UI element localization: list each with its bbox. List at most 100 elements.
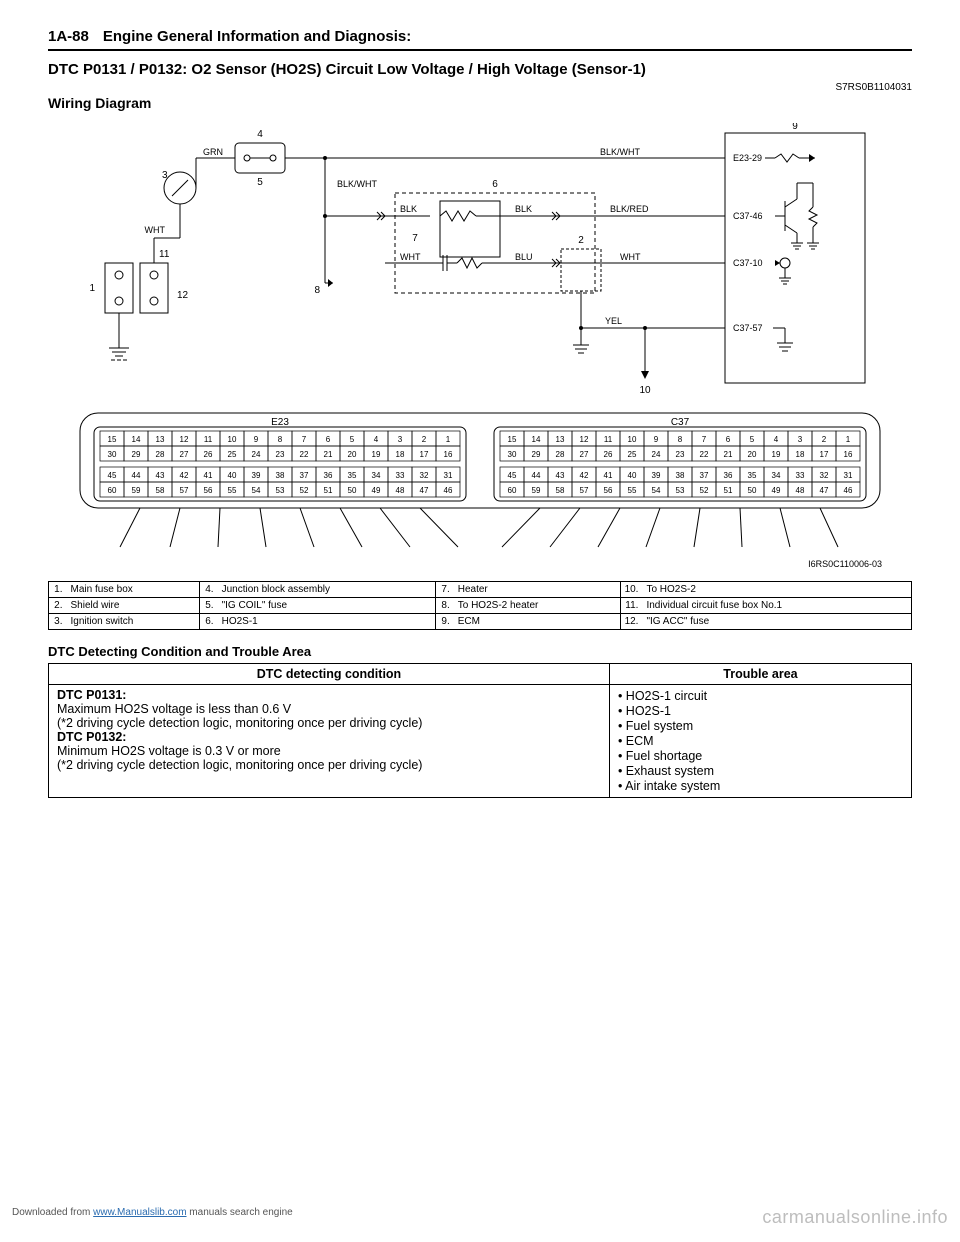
svg-text:43: 43 (156, 471, 165, 480)
legend-num: 2. (49, 598, 67, 614)
svg-text:15: 15 (108, 435, 117, 444)
dtc-header-condition: DTC detecting condition (49, 664, 610, 685)
svg-text:17: 17 (420, 450, 429, 459)
svg-text:27: 27 (580, 450, 589, 459)
svg-text:18: 18 (796, 450, 805, 459)
svg-text:24: 24 (652, 450, 661, 459)
svg-text:38: 38 (676, 471, 685, 480)
svg-text:10: 10 (228, 435, 237, 444)
trouble-area-item: Fuel shortage (618, 749, 903, 763)
svg-text:6: 6 (726, 435, 731, 444)
svg-text:55: 55 (228, 486, 237, 495)
svg-text:2: 2 (422, 435, 427, 444)
svg-text:55: 55 (628, 486, 637, 495)
svg-text:50: 50 (748, 486, 757, 495)
callout-6: 6 (492, 179, 498, 190)
wire-blk-2: BLK (515, 204, 532, 214)
svg-text:33: 33 (796, 471, 805, 480)
footer-link[interactable]: www.Manualslib.com (93, 1207, 186, 1218)
svg-text:19: 19 (772, 450, 781, 459)
svg-text:38: 38 (276, 471, 285, 480)
svg-text:3: 3 (398, 435, 403, 444)
wiring-diagram-heading: Wiring Diagram (48, 95, 912, 111)
footer-left-post: manuals search engine (187, 1207, 293, 1218)
svg-text:54: 54 (652, 486, 661, 495)
svg-text:46: 46 (844, 486, 853, 495)
legend-label: Shield wire (67, 598, 200, 614)
legend-label: HO2S-1 (218, 614, 436, 630)
legend-num: 4. (200, 582, 218, 598)
svg-text:39: 39 (252, 471, 261, 480)
legend-label: Heater (454, 582, 620, 598)
svg-text:15: 15 (508, 435, 517, 444)
svg-text:21: 21 (724, 450, 733, 459)
legend-num: 9. (436, 614, 454, 630)
svg-text:35: 35 (748, 471, 757, 480)
wiring-diagram-svg: 9 1 12 11 3 (85, 123, 875, 403)
svg-text:53: 53 (276, 486, 285, 495)
svg-text:58: 58 (156, 486, 165, 495)
dtc-section-heading: DTC Detecting Condition and Trouble Area (48, 644, 912, 659)
legend-label: To HO2S-2 (642, 582, 911, 598)
legend-label: Junction block assembly (218, 582, 436, 598)
svg-text:60: 60 (508, 486, 517, 495)
svg-text:1: 1 (446, 435, 451, 444)
svg-text:25: 25 (628, 450, 637, 459)
dtc-p0132-label: DTC P0132: (57, 730, 126, 744)
legend-num: 7. (436, 582, 454, 598)
svg-text:1: 1 (846, 435, 851, 444)
trouble-area-list: HO2S-1 circuitHO2S-1Fuel systemECMFuel s… (618, 689, 903, 793)
svg-text:52: 52 (300, 486, 309, 495)
svg-text:54: 54 (252, 486, 261, 495)
connector-pinout: E23 151413121110987654321302928272625242… (70, 407, 890, 577)
dtc-p0131-desc: Maximum HO2S voltage is less than 0.6 V (57, 702, 601, 716)
svg-text:16: 16 (444, 450, 453, 459)
svg-text:24: 24 (252, 450, 261, 459)
svg-text:41: 41 (604, 471, 613, 480)
svg-text:14: 14 (532, 435, 541, 444)
svg-text:37: 37 (700, 471, 709, 480)
legend-label: To HO2S-2 heater (454, 598, 620, 614)
legend-num: 12. (620, 614, 642, 630)
wire-blkred: BLK/RED (610, 204, 649, 214)
trouble-area-cell: HO2S-1 circuitHO2S-1Fuel systemECMFuel s… (609, 685, 911, 798)
svg-text:16: 16 (844, 450, 853, 459)
dtc-p0132-desc: Minimum HO2S voltage is 0.3 V or more (57, 744, 601, 758)
svg-text:12: 12 (180, 435, 189, 444)
svg-text:51: 51 (724, 486, 733, 495)
legend-label: Ignition switch (67, 614, 200, 630)
legend-label: ECM (454, 614, 620, 630)
svg-text:13: 13 (556, 435, 565, 444)
legend-num: 10. (620, 582, 642, 598)
wire-grn: GRN (203, 147, 223, 157)
svg-text:21: 21 (324, 450, 333, 459)
svg-text:7: 7 (702, 435, 707, 444)
svg-text:52: 52 (700, 486, 709, 495)
svg-text:40: 40 (628, 471, 637, 480)
svg-text:59: 59 (132, 486, 141, 495)
pin-c37-10: C37-10 (733, 258, 763, 268)
section-title: Engine General Information and Diagnosis… (103, 28, 411, 45)
callout-2: 2 (578, 235, 584, 246)
callout-8: 8 (314, 285, 320, 296)
svg-text:8: 8 (278, 435, 283, 444)
callout-10: 10 (639, 385, 651, 396)
svg-text:30: 30 (108, 450, 117, 459)
legend-num: 11. (620, 598, 642, 614)
svg-text:19: 19 (372, 450, 381, 459)
dtc-p0131-note: (*2 driving cycle detection logic, monit… (57, 716, 601, 730)
svg-text:26: 26 (604, 450, 613, 459)
callout-3: 3 (162, 170, 168, 181)
legend-num: 6. (200, 614, 218, 630)
svg-text:11: 11 (604, 435, 613, 444)
svg-text:17: 17 (820, 450, 829, 459)
callout-9: 9 (792, 123, 798, 132)
svg-text:27: 27 (180, 450, 189, 459)
svg-text:32: 32 (820, 471, 829, 480)
page-number: 1A-88 (48, 28, 89, 45)
diagram-image-code: I6RS0C110006-03 (808, 559, 882, 569)
svg-text:4: 4 (374, 435, 379, 444)
svg-text:6: 6 (326, 435, 331, 444)
svg-text:44: 44 (532, 471, 541, 480)
callout-4: 4 (257, 129, 263, 140)
